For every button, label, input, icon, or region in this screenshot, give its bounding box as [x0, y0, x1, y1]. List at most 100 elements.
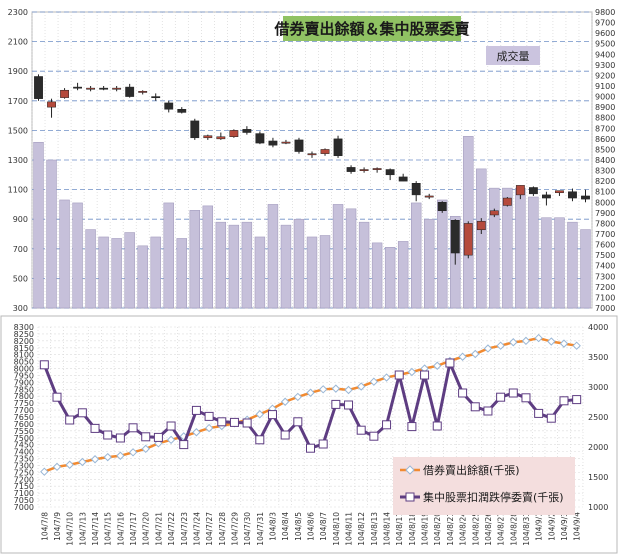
limit-down-sell-point	[382, 420, 392, 430]
x-date-tick-label: 104/7/29	[230, 512, 239, 546]
limit-down-sell-point	[280, 430, 290, 440]
legend-entry-limit-down-sell: 集中股票扣潤跌停委賣(千張)	[423, 490, 564, 504]
x-date-tick-label: 104/7/27	[205, 512, 214, 546]
y-right-tick-label: 9400	[595, 50, 615, 59]
y-left-tick-label: 1500	[8, 126, 28, 135]
volume-bar	[241, 221, 253, 309]
legend-diamond-marker	[405, 465, 415, 475]
short-balance-point	[344, 385, 353, 395]
limit-down-sell-point	[559, 396, 569, 406]
candle-up	[229, 130, 239, 137]
short-balance-point	[141, 444, 150, 454]
y-right-tick-label: 8200	[595, 177, 615, 186]
candle-down	[528, 187, 538, 195]
candle-up	[515, 185, 525, 196]
limit-down-sell-point	[103, 430, 113, 440]
y-left-tick-label: 7750	[14, 399, 34, 408]
y-left-tick-label: 7700	[14, 406, 34, 415]
candle-up	[307, 153, 317, 156]
limit-down-sell-point	[229, 417, 239, 427]
y-right-tick-label: 2500	[588, 413, 608, 422]
y-right-tick-label: 9100	[595, 82, 615, 91]
candle-up	[112, 87, 122, 90]
y-right-tick-label: 1000	[588, 503, 608, 512]
limit-down-sell-point	[508, 388, 518, 398]
x-date-tick-label: 104/8/11	[345, 512, 354, 546]
volume-bar	[541, 217, 552, 309]
candle-down	[255, 133, 265, 144]
legend: 借券賣出餘額(千張) 集中股票扣潤跌停委賣(千張)	[393, 457, 575, 515]
x-date-tick-label: 104/9/3	[560, 512, 569, 541]
chart-title-box	[283, 16, 461, 41]
y-right-tick-label: 8000	[595, 198, 615, 207]
chart-title: 借券賣出餘額＆集中股票委賣	[273, 20, 470, 38]
x-date-tick-label: 104/9/4	[573, 512, 582, 541]
x-date-tick-label: 104/8/12	[357, 512, 366, 546]
y-left-tick-label: 7050	[14, 496, 34, 505]
candle-down	[437, 202, 447, 211]
y-left-tick-label: 7950	[14, 371, 34, 380]
volume-bar	[98, 236, 109, 309]
short-balance-point	[65, 460, 74, 469]
short-balance-point	[52, 462, 62, 472]
volume-label: 成交量	[497, 49, 530, 63]
y-left-tick-label: 7450	[14, 441, 34, 450]
y-right-tick-label: 9000	[595, 93, 615, 102]
limit-down-sell-point	[191, 405, 201, 415]
limit-down-sell-point	[52, 392, 62, 402]
y-right-tick-label: 9800	[595, 8, 615, 17]
y-left-tick-label: 7250	[14, 468, 34, 477]
legend-entry-short-balance: 借券賣出餘額(千張)	[423, 463, 520, 477]
x-date-tick-label: 104/8/7	[319, 512, 328, 541]
x-date-tick-label: 104/8/26	[484, 512, 493, 546]
volume-bar	[202, 205, 214, 309]
x-date-tick-label: 104/8/5	[294, 512, 303, 541]
short-balance-point	[306, 388, 315, 397]
candle-down	[99, 87, 109, 90]
volume-bar	[332, 204, 344, 309]
limit-down-sell-point	[39, 360, 49, 370]
candle-up	[476, 221, 486, 231]
candle-up	[359, 169, 369, 171]
short-balance-point	[572, 341, 581, 350]
y-left-tick-label: 7650	[14, 413, 34, 422]
limit-down-sell-point	[572, 395, 582, 405]
volume-bar	[410, 202, 422, 309]
volume-bar	[567, 221, 578, 309]
volume-bar	[580, 229, 591, 309]
limit-down-sell-point	[128, 423, 138, 433]
volume-bar	[293, 218, 305, 309]
y-left-tick-label: 7100	[14, 489, 34, 498]
candle-up	[86, 87, 96, 90]
candle-down	[151, 96, 161, 99]
y-left-tick-label: 7200	[14, 475, 34, 484]
candle-down	[294, 139, 304, 152]
y-left-tick-label: 7850	[14, 385, 34, 394]
y-right-tick-label: 7800	[595, 219, 615, 228]
x-date-tick-label: 104/7/30	[243, 512, 252, 546]
y-right-tick-label: 8400	[595, 156, 615, 165]
volume-bar	[137, 245, 148, 309]
volume-bar	[150, 236, 161, 309]
volume-bar	[319, 235, 331, 309]
limit-down-sell-point	[179, 440, 189, 450]
x-date-tick-label: 104/9/1	[535, 512, 544, 541]
limit-down-sell-point	[521, 393, 531, 403]
candle-up	[372, 168, 382, 170]
volume-bar	[124, 232, 135, 309]
limit-down-sell-point	[394, 370, 404, 380]
candle-up	[216, 136, 226, 140]
y-right-tick-label: 9300	[595, 61, 615, 70]
volume-bar	[424, 218, 435, 309]
candle-down	[333, 138, 343, 157]
candle-down	[242, 129, 252, 133]
short-balance-point	[128, 448, 138, 457]
volume-bar	[371, 242, 383, 309]
volume-bar	[72, 202, 83, 309]
y-right-tick-label: 8900	[595, 103, 615, 112]
candle-down	[568, 191, 577, 199]
y-left-tick-label: 1700	[8, 97, 28, 106]
limit-down-sell-point	[420, 370, 430, 380]
y-left-tick-label: 8100	[14, 351, 34, 360]
